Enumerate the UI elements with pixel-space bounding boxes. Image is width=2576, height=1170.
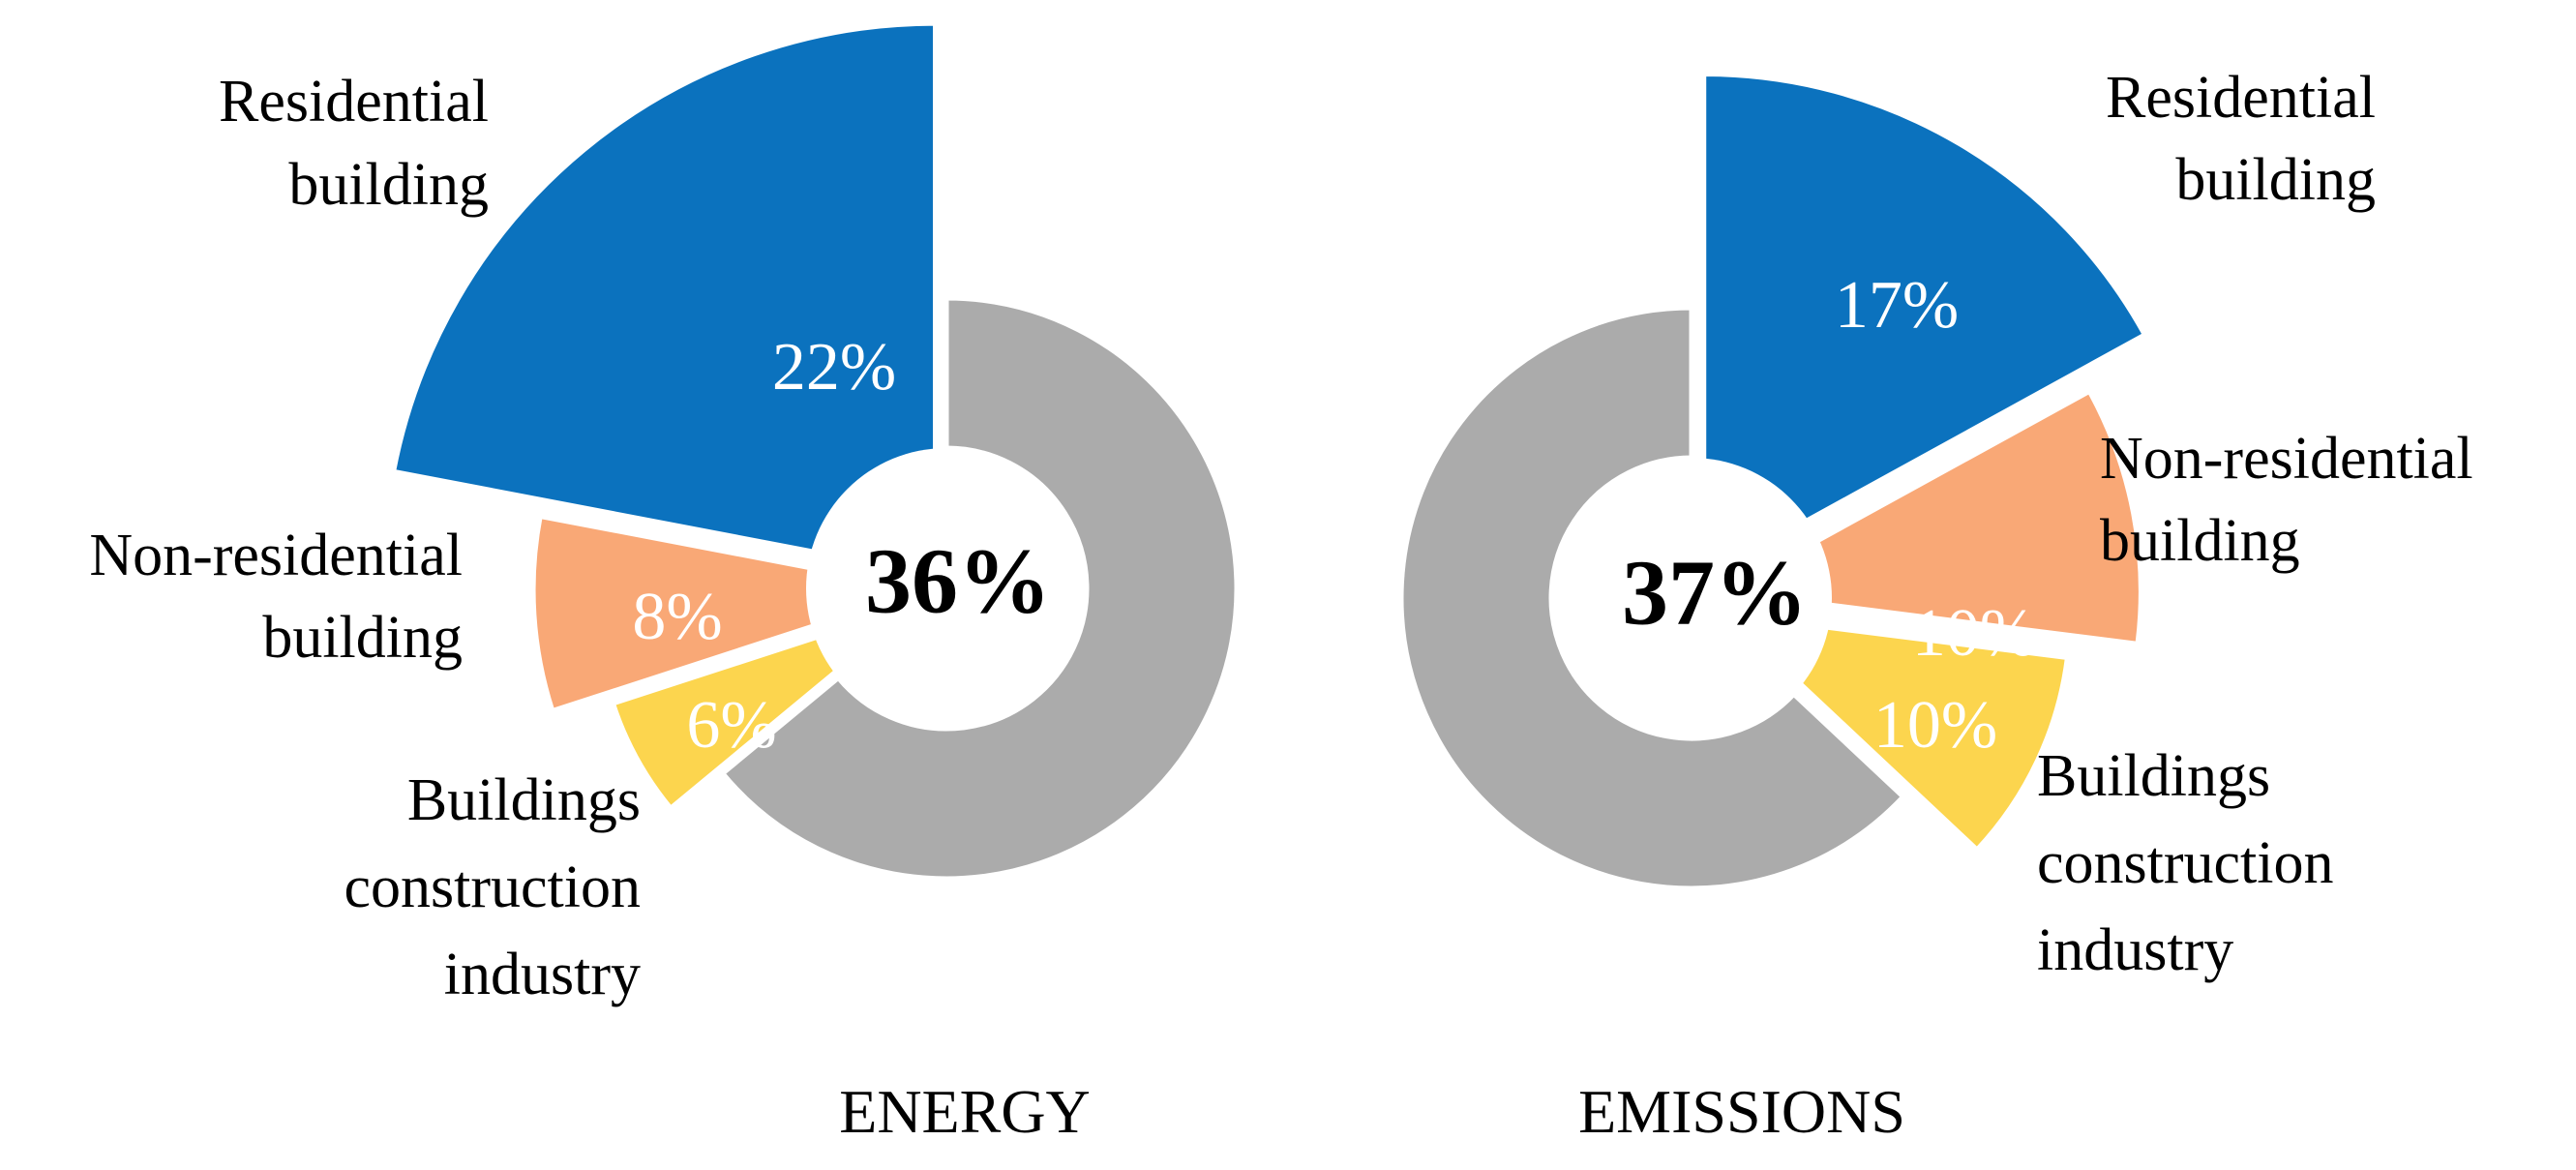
callout-energy-non-residential-building: Non-residential building <box>89 515 463 679</box>
donut-hole-emissions <box>1551 458 1832 738</box>
callout-line: Buildings <box>2037 743 2271 809</box>
callout-energy-buildings-construction-industry: Buildings construction industry <box>344 757 642 1018</box>
caption-energy: ENERGY <box>839 1077 1091 1146</box>
callout-line: Non-residential <box>2100 426 2473 492</box>
callout-line: construction <box>344 855 642 920</box>
callout-line: Non-residential <box>89 523 463 588</box>
callout-energy-residential-building: Residential building <box>219 60 489 226</box>
callout-line: Residential <box>2106 65 2376 131</box>
pct-label-energy-non-residential-building: 8% <box>632 580 723 654</box>
center-total-emissions: 37% <box>1622 540 1808 645</box>
callout-line: building <box>2100 508 2300 574</box>
callout-emissions-non-residential-building: Non-residential building <box>2100 418 2473 583</box>
pct-label-energy-buildings-construction-industry: 6% <box>686 688 777 763</box>
pct-label-emissions-buildings-construction-industry: 10% <box>1872 688 1998 763</box>
pct-label-emissions-non-residential-building: 10% <box>1911 596 2037 671</box>
slice-energy-non-residential-building <box>530 513 928 714</box>
caption-emissions: EMISSIONS <box>1578 1077 1905 1146</box>
callout-line: industry <box>443 942 641 1007</box>
callout-line: industry <box>2037 917 2234 983</box>
callout-emissions-buildings-construction-industry: Buildings construction industry <box>2037 733 2334 994</box>
callout-line: building <box>2175 147 2376 213</box>
callout-line: building <box>288 152 489 218</box>
callout-emissions-residential-building: Residential building <box>2106 57 2376 222</box>
pct-label-emissions-residential-building: 17% <box>1834 268 1960 343</box>
callout-line: construction <box>2037 830 2334 896</box>
slice-emissions-buildings-construction-industry <box>1723 612 2070 853</box>
pct-label-energy-residential-building: 22% <box>771 330 897 405</box>
center-total-energy: 36% <box>865 528 1051 633</box>
callout-line: Buildings <box>406 767 641 833</box>
slice-emissions-residential-building <box>1701 71 2147 580</box>
callout-line: Residential <box>219 69 489 135</box>
slice-energy-residential-building <box>391 20 939 578</box>
callout-line: building <box>262 605 463 671</box>
donut-hole-energy <box>806 448 1087 729</box>
